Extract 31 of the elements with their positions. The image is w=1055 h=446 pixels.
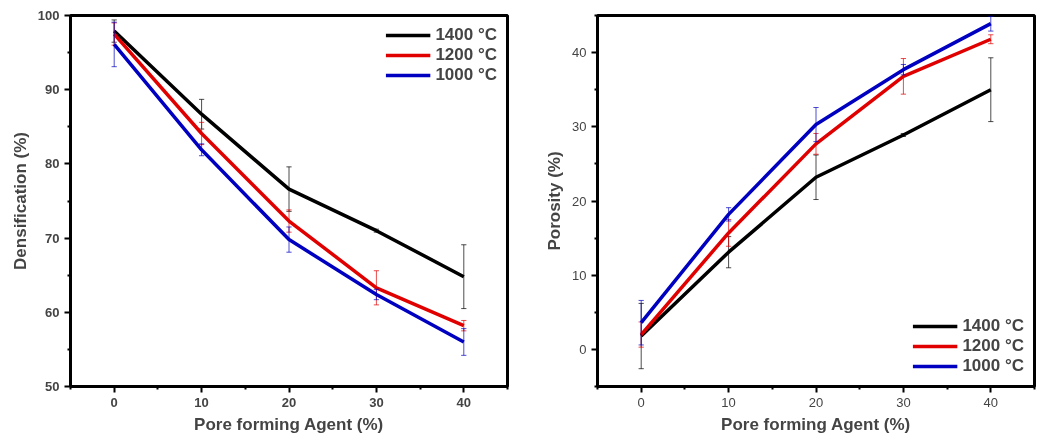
x-tick-label: 0	[110, 394, 118, 410]
x-axis-title: Pore forming Agent (%)	[721, 414, 911, 434]
legend-label: 1400 °C	[962, 316, 1024, 336]
y-tick-label: 40	[572, 45, 587, 61]
y-axis-title: Porosity (%)	[545, 151, 565, 251]
legend-label: 1200 °C	[962, 336, 1024, 356]
x-tick-label: 20	[281, 394, 297, 410]
x-tick-label: 10	[194, 394, 209, 410]
y-tick-label: 0	[579, 341, 587, 357]
x-axis-title: Pore forming Agent (%)	[194, 414, 384, 434]
y-tick-label: 10	[572, 267, 587, 283]
x-tick-label: 30	[369, 394, 384, 410]
legend-label: 1400 °C	[435, 25, 497, 45]
y-tick-label: 100	[37, 8, 60, 23]
x-tick-label: 10	[721, 394, 736, 410]
y-tick-label: 20	[572, 193, 587, 209]
y-tick-label: 30	[572, 119, 587, 135]
y-tick-label: 80	[45, 156, 60, 172]
legend-label: 1000 °C	[962, 356, 1024, 376]
x-tick-label: 30	[896, 394, 911, 410]
y-axis-title: Densification (%)	[10, 132, 30, 270]
x-tick-label: 20	[808, 394, 824, 410]
legend-label: 1200 °C	[435, 45, 497, 65]
x-tick-label: 40	[456, 394, 472, 410]
y-tick-label: 70	[45, 230, 60, 246]
x-tick-label: 0	[637, 394, 645, 410]
y-tick-label: 90	[45, 82, 60, 98]
y-tick-label: 50	[45, 379, 60, 394]
y-tick-label: 60	[45, 304, 60, 320]
legend-label: 1000 °C	[435, 65, 497, 85]
x-tick-label: 40	[983, 394, 999, 410]
